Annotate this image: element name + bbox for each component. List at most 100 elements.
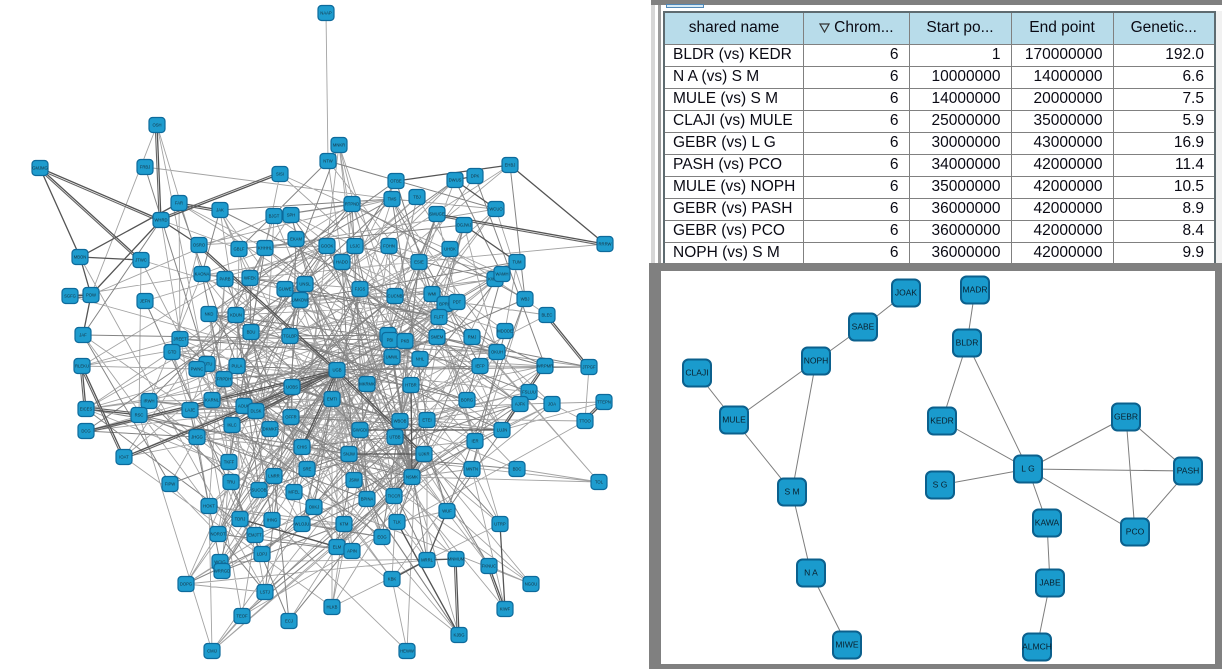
svg-text:UTRP: UTRP: [494, 522, 506, 527]
svg-text:EOG: EOG: [377, 535, 386, 540]
svg-text:WFEK: WFEK: [244, 276, 256, 281]
svg-text:WRPMR: WRPMR: [537, 364, 553, 369]
svg-text:JEFN: JEFN: [140, 299, 150, 304]
svg-text:WRRGD: WRRGD: [214, 569, 230, 574]
svg-text:MADR: MADR: [962, 285, 987, 295]
svg-text:RRRW: RRRW: [599, 242, 612, 247]
svg-text:DCG: DCG: [81, 429, 90, 434]
svg-text:GBLF: GBLF: [234, 247, 245, 252]
svg-text:TTEPN: TTEPN: [597, 400, 611, 405]
svg-text:MDODE: MDODE: [497, 329, 513, 334]
svg-text:EICES: EICES: [80, 407, 93, 412]
svg-text:LDPJ: LDPJ: [257, 552, 267, 557]
svg-text:SMEM: SMEM: [431, 335, 444, 340]
svg-text:TUM: TUM: [512, 260, 522, 265]
svg-text:JOA: JOA: [548, 402, 556, 407]
svg-text:JAF: JAF: [79, 333, 87, 338]
svg-text:PARB: PARB: [219, 277, 230, 282]
svg-text:GWGDI: GWGDI: [353, 428, 368, 433]
svg-text:CUCNB: CUCNB: [388, 294, 403, 299]
svg-text:HLKB: HLKB: [327, 605, 338, 610]
svg-text:RSC: RSC: [135, 413, 144, 418]
svg-text:OIIKJ: OIIKJ: [309, 505, 319, 510]
svg-text:LAJE: LAJE: [185, 408, 195, 413]
svg-text:NHL: NHL: [416, 357, 425, 362]
svg-text:MIWE: MIWE: [835, 640, 858, 650]
svg-text:FAR: FAR: [175, 201, 183, 206]
svg-text:FSLUU: FSLUU: [522, 390, 536, 395]
svg-text:SISI: SISI: [276, 172, 284, 177]
svg-text:TLK: TLK: [393, 520, 401, 525]
svg-text:HEWW: HEWW: [400, 649, 414, 654]
svg-text:KARNL: KARNL: [205, 398, 220, 403]
svg-text:NTW: NTW: [323, 159, 333, 164]
svg-text:TEOF: TEOF: [236, 614, 248, 619]
svg-text:AJFK: AJFK: [515, 402, 525, 407]
svg-text:EMTI: EMTI: [327, 397, 337, 402]
svg-text:LUJN: LUJN: [497, 428, 507, 433]
svg-text:CLAJI: CLAJI: [685, 368, 708, 378]
svg-text:OGJWJ: OGJWJ: [457, 223, 472, 228]
svg-text:NGOU: NGOU: [525, 582, 538, 587]
svg-text:MRRL: MRRL: [421, 558, 434, 563]
svg-text:OSH: OSH: [152, 123, 161, 128]
svg-text:SABE: SABE: [852, 322, 875, 332]
svg-text:PBI: PBI: [387, 338, 394, 343]
svg-text:IHNG: IHNG: [267, 518, 277, 523]
svg-text:TICCR: TICCR: [388, 494, 401, 499]
svg-text:UMKDW: UMKDW: [292, 298, 308, 303]
svg-text:ETEI: ETEI: [422, 418, 431, 423]
svg-text:RLEKU: RLEKU: [75, 364, 89, 369]
svg-text:FRBJ: FRBJ: [140, 165, 150, 170]
svg-text:CHIS: CHIS: [297, 445, 307, 450]
svg-text:GTD: GTD: [168, 350, 177, 355]
svg-text:JSIW: JSIW: [349, 478, 359, 483]
svg-text:FIPW: FIPW: [165, 482, 176, 487]
svg-text:UNSL: UNSL: [299, 282, 311, 287]
svg-text:BDU: BDU: [247, 330, 256, 335]
svg-text:WHRD: WHRD: [154, 218, 167, 223]
svg-text:FKNUC: FKNUC: [482, 564, 496, 569]
svg-text:SMUGE: SMUGE: [429, 212, 445, 217]
svg-text:MULE: MULE: [722, 415, 746, 425]
svg-text:BORG: BORG: [461, 398, 473, 403]
svg-text:OFFR: OFFR: [285, 415, 296, 420]
svg-text:TRU: TRU: [227, 480, 236, 485]
svg-text:JOAK: JOAK: [895, 288, 918, 298]
svg-text:TTOO: TTOO: [579, 419, 591, 424]
svg-text:DOPG: DOPG: [180, 582, 192, 587]
svg-text:IEFP: IEFP: [475, 364, 485, 369]
svg-text:GOOK: GOOK: [321, 244, 334, 249]
svg-text:GMJMG: GMJMG: [32, 166, 48, 171]
svg-text:SPH: SPH: [287, 213, 296, 218]
svg-text:MNTN: MNTN: [466, 467, 478, 472]
svg-text:UHBK: UHBK: [444, 247, 456, 252]
svg-text:BPINA: BPINA: [361, 497, 374, 502]
svg-text:KJBG: KJBG: [454, 633, 465, 638]
svg-text:UJKR: UJKR: [419, 452, 430, 457]
svg-text:DKMKF: DKMKF: [263, 427, 278, 432]
svg-text:NAAP: NAAP: [320, 11, 332, 16]
svg-text:MFEL: MFEL: [288, 490, 300, 495]
svg-text:JREET: JREET: [173, 337, 187, 342]
svg-text:UOBS: UOBS: [286, 385, 298, 390]
svg-text:NOPH: NOPH: [804, 356, 829, 366]
svg-text:IOAT: IOAT: [119, 455, 129, 460]
svg-text:JHGG: JHGG: [191, 435, 203, 440]
svg-text:NSMK: NSMK: [406, 475, 418, 480]
svg-text:HOKT: HOKT: [203, 504, 215, 509]
svg-text:EHBJ: EHBJ: [505, 163, 516, 168]
svg-text:WCIG: WCIG: [214, 560, 225, 565]
svg-text:GUWE: GUWE: [278, 287, 291, 292]
svg-text:ESIE: ESIE: [414, 260, 424, 265]
svg-text:DLSK: DLSK: [251, 409, 262, 414]
svg-text:HADO: HADO: [336, 260, 349, 265]
svg-text:MKRMK: MKRMK: [359, 382, 375, 387]
svg-text:POW: POW: [86, 293, 96, 298]
svg-text:SRE: SRE: [303, 467, 312, 472]
svg-text:LNRR: LNRR: [268, 474, 279, 479]
svg-text:IER: IER: [472, 439, 479, 444]
svg-text:NKD: NKD: [205, 312, 214, 317]
svg-text:WMI: WMI: [428, 292, 437, 297]
svg-text:UGB: UGB: [332, 368, 341, 373]
